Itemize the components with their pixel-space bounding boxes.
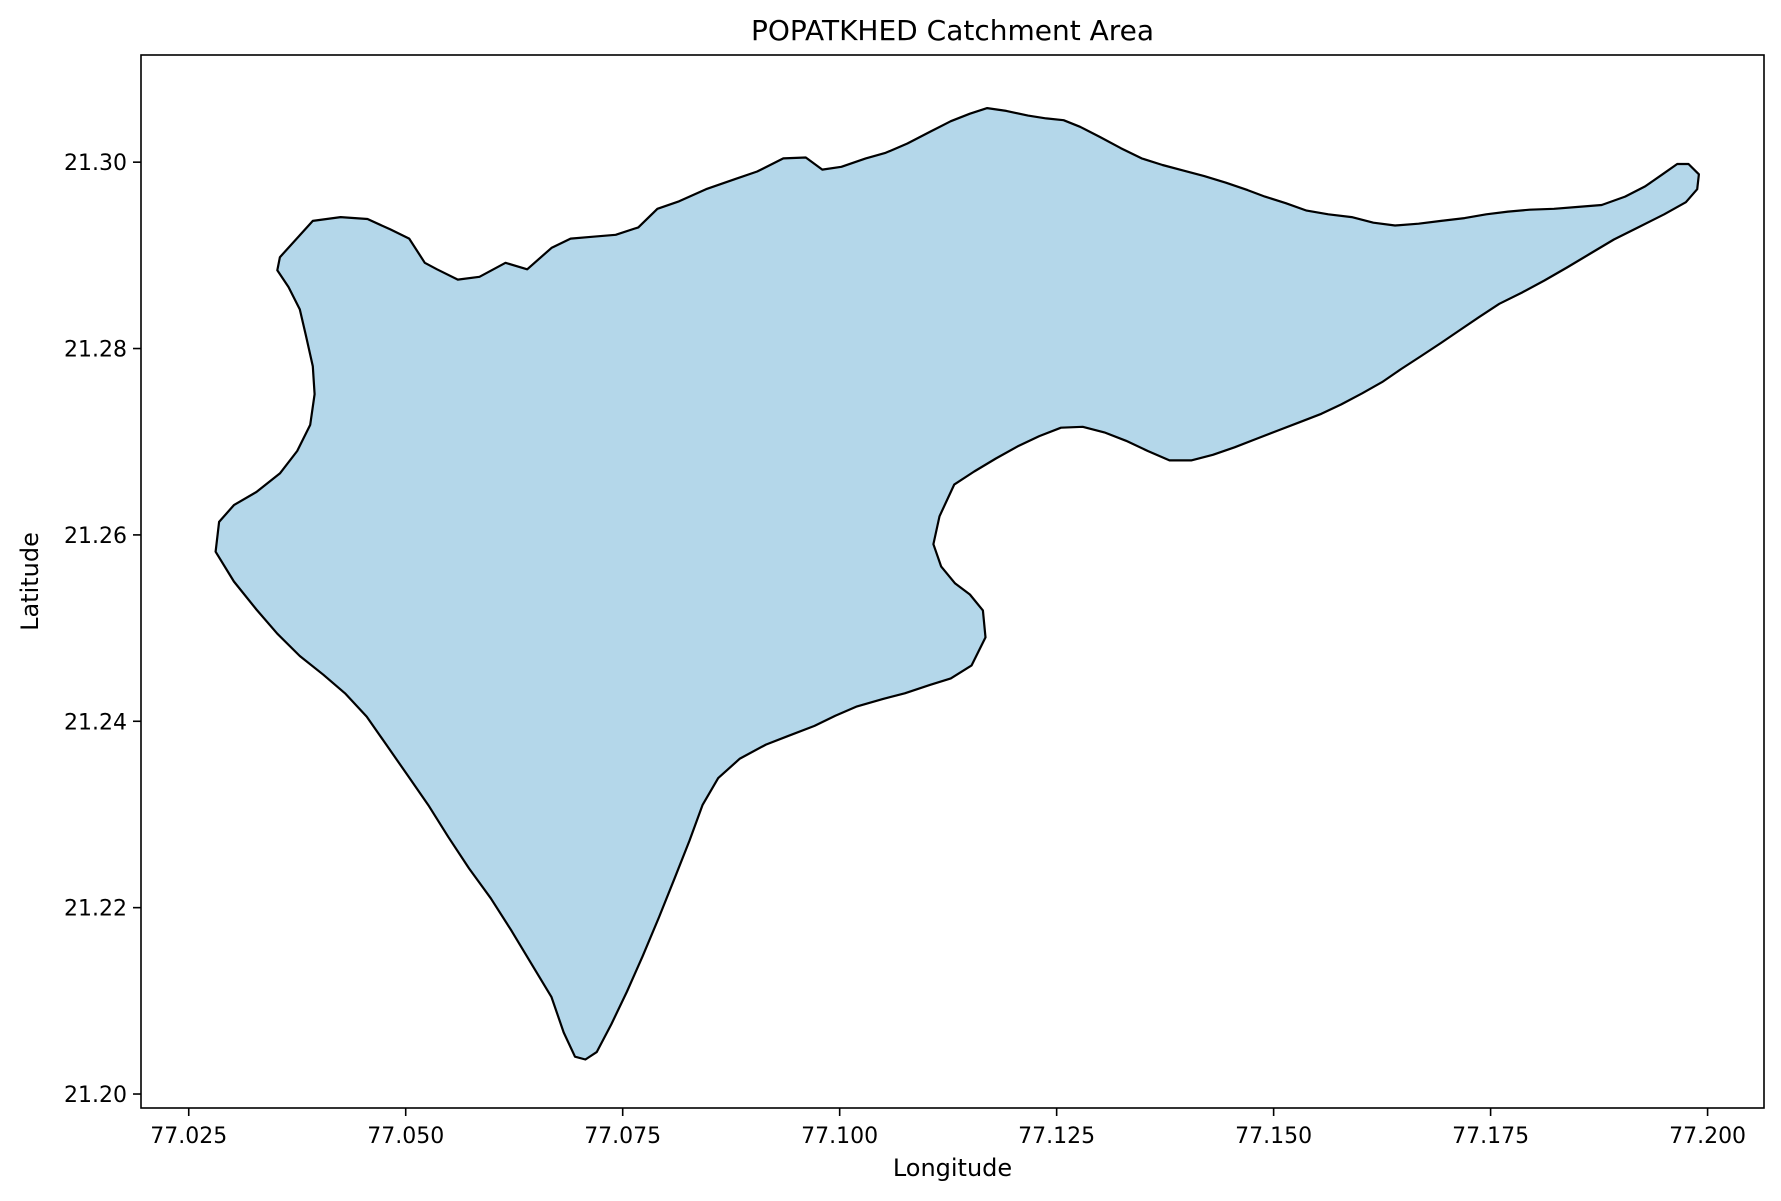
x-tick-label: 77.075 [584, 1124, 661, 1149]
plot-area [214, 107, 1700, 1061]
x-tick-label: 77.025 [150, 1124, 227, 1149]
plot-frame [140, 54, 1765, 1109]
y-axis-label: Latitude [16, 532, 44, 631]
x-tick-label: 77.175 [1452, 1124, 1529, 1149]
y-tick-label: 21.24 [64, 710, 127, 735]
y-tick-label: 21.20 [64, 1083, 127, 1108]
y-tick-label: 21.22 [64, 897, 127, 922]
y-tick-label: 21.28 [64, 338, 127, 363]
catchment-polygon [214, 107, 1700, 1061]
x-tick-label: 77.200 [1669, 1124, 1746, 1149]
x-tick-label: 77.150 [1235, 1124, 1312, 1149]
x-tick-label: 77.050 [367, 1124, 444, 1149]
x-axis-label: Longitude [893, 1154, 1012, 1182]
x-tick-label: 77.100 [801, 1124, 878, 1149]
x-axis: 77.025 77.050 77.075 77.100 77.125 77.150 77.1… [150, 1108, 1746, 1149]
x-tick-label: 77.125 [1018, 1124, 1095, 1149]
y-tick-label: 21.30 [64, 151, 127, 176]
y-tick-label: 21.26 [64, 524, 127, 549]
chart-title: POPATKHED Catchment Area [751, 14, 1154, 47]
y-axis: 21.20 21.22 21.24 21.26 21.28 21.30 [64, 151, 141, 1108]
